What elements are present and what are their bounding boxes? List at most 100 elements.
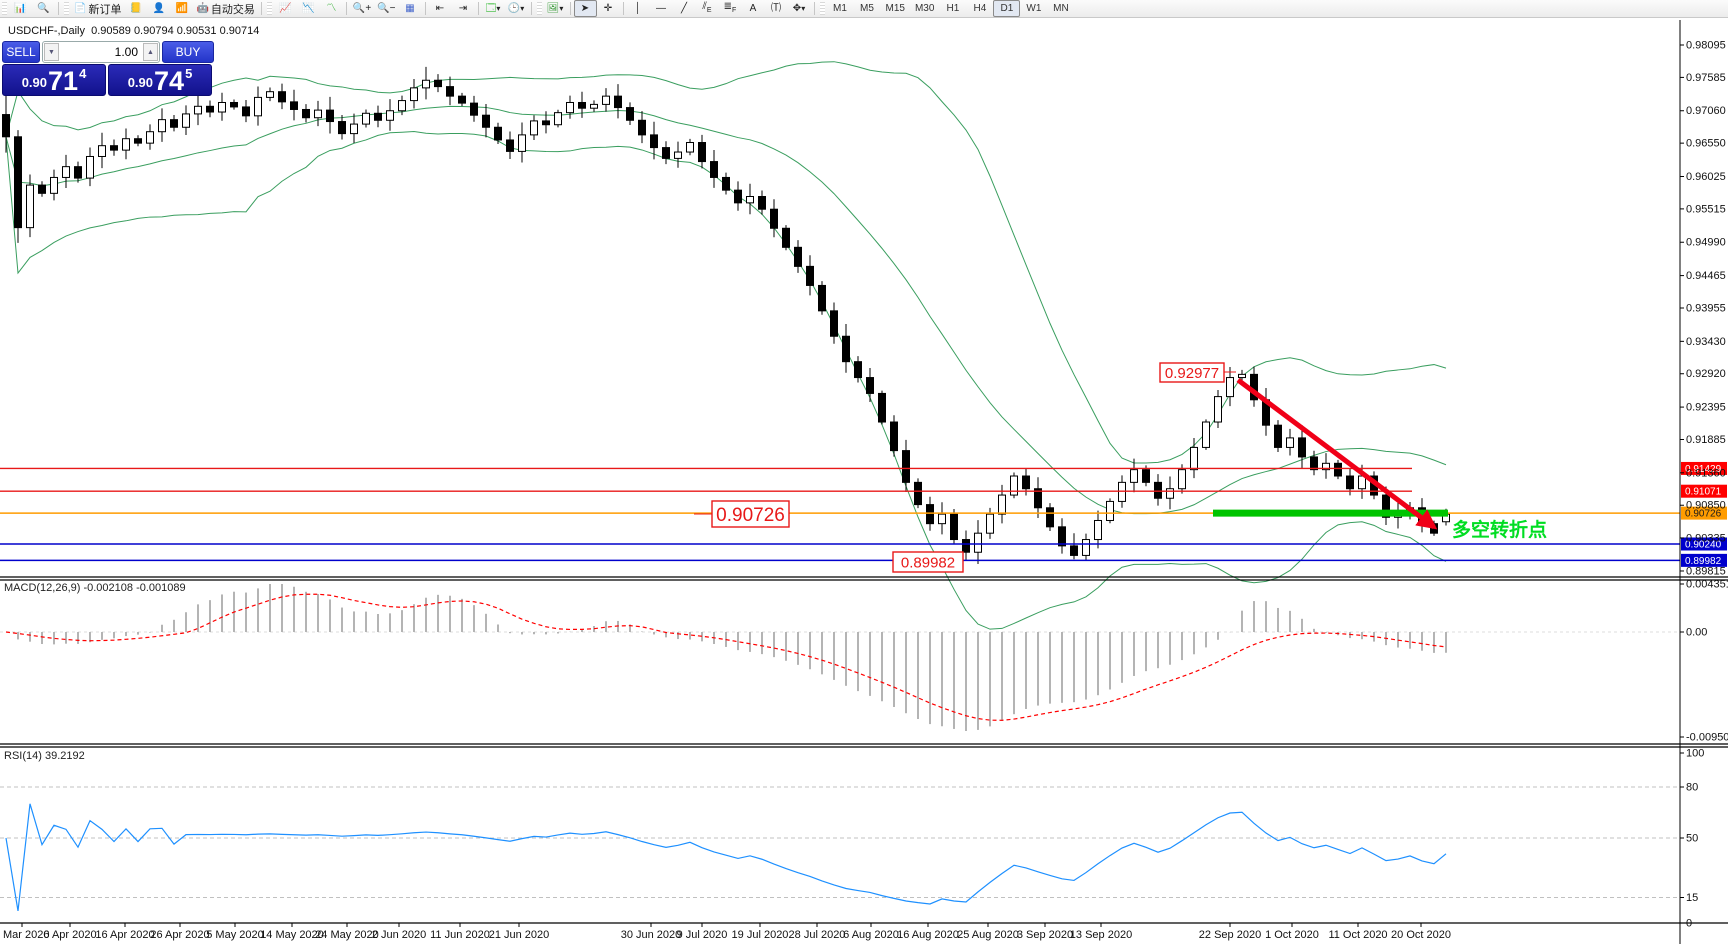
candle-bearish — [1142, 469, 1150, 483]
date-axis-label: 14 May 2020 — [260, 929, 324, 941]
candle-bullish — [386, 110, 394, 121]
candle-bullish — [1106, 500, 1114, 521]
toolbar-grip[interactable] — [819, 2, 825, 15]
candle-bearish — [614, 95, 622, 109]
indicator-list-icon[interactable]: 📈 — [279, 2, 292, 14]
price-annotation-box[interactable] — [711, 500, 790, 528]
timeframe-button-mn[interactable]: MN — [1053, 3, 1069, 14]
bid-price-display[interactable]: 0.90 71 4 — [2, 64, 106, 96]
price-level-badge-text: 0.89982 — [1685, 556, 1722, 567]
horizontal-line-tool-icon[interactable]: — — [656, 2, 666, 14]
tile-windows-icon[interactable]: ▦ — [405, 2, 415, 14]
candle-bullish — [410, 87, 418, 102]
rsi-line — [5, 803, 1447, 912]
toolbar-grip[interactable] — [64, 2, 69, 15]
price-axis-label: 0.91360 — [1686, 467, 1726, 479]
timeframe-button-w1[interactable]: W1 — [1026, 3, 1042, 14]
candle-bearish — [434, 79, 442, 88]
chart-objects-icon[interactable]: 〽 — [326, 2, 337, 14]
volume-input[interactable]: 1.00 — [114, 45, 138, 59]
price-axis-label: 0.89815 — [1686, 565, 1726, 577]
new-chart-icon[interactable]: 📊 — [14, 2, 27, 14]
new-order-button[interactable]: 📄 新订单 — [74, 2, 122, 16]
timeframe-button-m15[interactable]: M15 — [885, 3, 905, 14]
chart-title-line: USDCHF-,Daily 0.90589 0.90794 0.90531 0.… — [8, 25, 259, 37]
timeframe-button-h4[interactable]: H4 — [973, 3, 987, 14]
chart-profiles-icon[interactable]: 🔍 — [37, 2, 50, 14]
arrows-tool-dropdown[interactable]: ✥ ▾ — [792, 2, 806, 14]
trendline-tool-icon[interactable]: ╱ — [680, 2, 688, 14]
chart-shift-icon[interactable]: ⇤ — [435, 2, 445, 14]
candle-bearish — [866, 377, 874, 394]
history-center-icon[interactable]: 📒 — [129, 2, 143, 14]
cursor-tool-icon[interactable]: ➤ — [573, 0, 597, 17]
candle-bullish — [566, 101, 574, 114]
candle-bearish — [482, 114, 490, 128]
date-axis-label: 16 Aug 2020 — [897, 929, 959, 941]
candle-bearish — [470, 102, 478, 116]
candle-bearish — [926, 504, 934, 525]
auto-trading-button[interactable]: 🤖 自动交易 — [196, 2, 255, 16]
buy-button[interactable]: BUY — [162, 41, 214, 63]
price-axis-label: 0.90335 — [1686, 532, 1726, 544]
candle-bullish — [674, 151, 682, 159]
candle-bearish — [302, 108, 310, 119]
candle-bullish — [266, 91, 274, 98]
timeframe-button-d1[interactable]: D1 — [993, 0, 1021, 17]
macd-axis-label: 0.00 — [1686, 627, 1707, 639]
toolbar-grip[interactable] — [2, 2, 7, 15]
candle-bearish — [230, 101, 238, 108]
candle-bullish — [1322, 462, 1330, 471]
candle-bullish — [1178, 469, 1186, 490]
volume-increment-button[interactable]: ▲ — [143, 43, 158, 61]
zoom-in-icon[interactable]: 🔍+ — [352, 2, 372, 14]
toolbar-grip[interactable] — [536, 2, 542, 15]
date-axis-label: 28 Jul 2020 — [789, 929, 846, 941]
fibonacci-tool-icon[interactable]: ≣F — [723, 0, 737, 14]
price-level-badge-text: 0.91071 — [1685, 487, 1722, 498]
equidistant-channel-tool-icon[interactable]: ⫽E — [702, 0, 712, 14]
volume-decrement-button[interactable]: ▼ — [44, 43, 59, 61]
add-indicator-icon[interactable]: 📉 — [302, 2, 315, 14]
candle-bullish — [1226, 377, 1234, 398]
price-axis-label: 0.97585 — [1686, 72, 1726, 84]
chart-canvas[interactable]: 0.91429 0.91071 0.90726 0.90240 0.89982 0.929… — [0, 18, 1728, 944]
chart-autoscroll-icon[interactable]: ⇥ — [458, 2, 468, 14]
period-clock-dropdown[interactable]: 🕒 ▾ — [507, 2, 525, 14]
community-icon[interactable]: 👤 — [152, 2, 166, 14]
text-tool-icon[interactable]: A — [749, 2, 757, 14]
timeframe-button-m5[interactable]: M5 — [860, 3, 874, 14]
candle-bearish — [854, 361, 862, 379]
sell-button[interactable]: SELL — [2, 41, 40, 63]
candle-bearish — [542, 120, 550, 126]
candle-bullish — [1238, 373, 1246, 379]
cn-annotation-text[interactable]: 多空转折点 — [1452, 518, 1547, 541]
timeframe-button-h1[interactable]: H1 — [946, 3, 960, 14]
trend-arrow[interactable] — [1236, 378, 1438, 530]
chart-mode-dropdown[interactable]: 🖼 ▾ — [546, 2, 564, 14]
timeframe-button-m30[interactable]: M30 — [914, 3, 935, 14]
rsi-axis-label: 100 — [1686, 748, 1704, 760]
new-template-dropdown[interactable]: 🗔 ▾ — [485, 2, 501, 14]
signals-icon[interactable]: 📶 — [175, 2, 189, 14]
candle-bearish — [950, 513, 958, 541]
toolbar-grip[interactable] — [266, 2, 272, 15]
price-annotation-box[interactable] — [1159, 362, 1225, 383]
date-axis-label: 11 Oct 2020 — [1328, 929, 1387, 941]
text-label-tool-icon[interactable]: 🄣 — [771, 2, 781, 14]
ask-price-display[interactable]: 0.90 74 5 — [108, 64, 212, 96]
candle-bearish — [830, 310, 838, 337]
candle-bearish — [650, 134, 658, 149]
zoom-out-icon[interactable]: 🔍− — [377, 2, 396, 14]
candle-bearish — [638, 119, 646, 136]
volume-box: ▼ 1.00 ▲ — [42, 41, 160, 63]
crosshair-tool-icon[interactable]: ✛ — [603, 2, 613, 14]
vertical-line-tool-icon[interactable]: │ — [634, 2, 642, 14]
price-level-badge — [1681, 537, 1727, 551]
price-annotation-box[interactable] — [892, 551, 964, 573]
macd-axis-label: -0.009504 — [1686, 732, 1728, 744]
rsi-axis-label: 50 — [1686, 833, 1698, 845]
price-axis-label: 0.95515 — [1686, 203, 1726, 215]
timeframe-button-m1[interactable]: M1 — [833, 3, 847, 14]
